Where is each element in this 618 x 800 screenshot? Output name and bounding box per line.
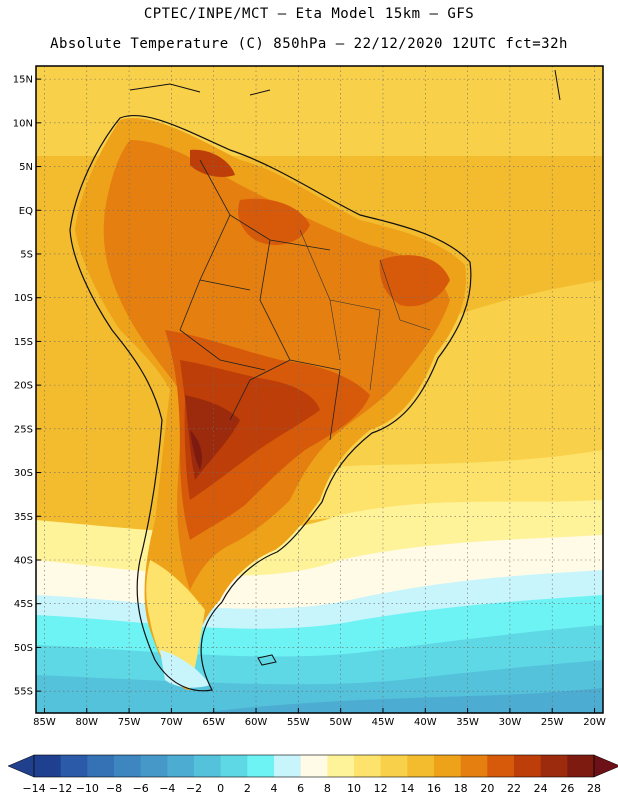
colorbar-label: 20 (480, 782, 494, 795)
land-warm-24 (180, 360, 320, 500)
lon-label: 25W (541, 717, 564, 728)
colorbar-label: 28 (587, 782, 601, 795)
colorbar-swatch (194, 755, 222, 777)
lat-label: EQ (19, 206, 33, 217)
colorbar-label: 18 (454, 782, 468, 795)
caribbean-islands (129, 69, 561, 101)
colorbar-label: 12 (374, 782, 388, 795)
colorbar-swatch (514, 755, 542, 777)
lon-label: 85W (33, 717, 56, 728)
lon-label: 30W (499, 717, 522, 728)
colorbar-swatch (60, 755, 88, 777)
atlantic-cool-tongue (330, 280, 603, 500)
colorbar-label: −12 (49, 782, 72, 795)
colorbar-swatch (34, 755, 62, 777)
lon-label: 20W (583, 717, 606, 728)
tierra-del-fuego-cool (160, 650, 210, 688)
lat-label: 55S (14, 687, 33, 698)
lon-label: 70W (160, 717, 183, 728)
colorbar-outline (33, 754, 595, 778)
colorbar-label: −4 (159, 782, 175, 795)
colorbar-label: 16 (427, 782, 441, 795)
lon-label: 65W (202, 717, 225, 728)
lat-label: 25S (14, 424, 33, 435)
lon-label: 40W (414, 717, 437, 728)
colorbar-label: 22 (507, 782, 521, 795)
patagonia-mild (146, 560, 205, 690)
colorbar-swatch (300, 755, 328, 777)
colorbar-over-arrow (593, 754, 618, 778)
colorbar-label: 14 (400, 782, 414, 795)
lat-label: 40S (14, 555, 33, 566)
lon-label: 60W (245, 717, 268, 728)
colorbar-label: 24 (534, 782, 548, 795)
lon-label: 45W (372, 717, 395, 728)
lon-label: 75W (118, 717, 141, 728)
temperature-colorbar: −14 −12 −10 −8 −6 −4 −2 0 2 4 6 8 10 12 14 16 18 20 22 24 26… (7, 754, 618, 795)
lat-label: 50S (14, 643, 33, 654)
colorbar-swatch (540, 755, 568, 777)
longitude-axis: 85W 80W 75W 70W 65W 60W 55W 50W 45W 40W 35W 30W 25W 2… (33, 708, 606, 728)
colorbar-swatch (567, 755, 595, 777)
colorbar-swatch (274, 755, 302, 777)
colorbar-label: 2 (244, 782, 251, 795)
colorbar-label: −8 (106, 782, 122, 795)
colorbar-swatch (114, 755, 142, 777)
country-borders (179, 159, 341, 441)
colorbar-label: 10 (347, 782, 361, 795)
northeast-brazil-warm (379, 255, 450, 307)
colorbar-swatch (460, 755, 488, 777)
lat-label: 5N (19, 162, 33, 173)
lon-label: 55W (287, 717, 310, 728)
colorbar-swatch (487, 755, 515, 777)
colorbar-label: −10 (76, 782, 99, 795)
lat-lon-grid (36, 66, 603, 713)
map-title-line1: CPTEC/INPE/MCT – Eta Model 15km – GFS (143, 6, 475, 22)
lat-label: 45S (14, 599, 33, 610)
coastline (69, 114, 472, 692)
brazil-state-borders (299, 229, 431, 391)
lat-label: 10S (14, 293, 33, 304)
map-frame (35, 65, 604, 714)
latitude-axis: 15N 10N 5N EQ 5S 10S 15S 20S 25S 30S 35S 40S 45S 50S 5… (13, 75, 41, 698)
colorbar-swatch (354, 755, 382, 777)
venezuela-warm (190, 149, 235, 177)
lat-label: 35S (14, 512, 33, 523)
lon-label: 50W (329, 717, 352, 728)
lat-label: 30S (14, 468, 33, 479)
temperature-map (36, 66, 603, 713)
falkland-islands (257, 654, 277, 666)
colorbar-swatch (167, 755, 195, 777)
colorbar-label: 0 (217, 782, 224, 795)
band-neg4 (200, 688, 603, 713)
lon-label: 35W (456, 717, 479, 728)
colorbar-swatch (327, 755, 355, 777)
colorbar-swatch (220, 755, 248, 777)
colorbar-label: 8 (324, 782, 331, 795)
lat-label: 20S (14, 381, 33, 392)
lat-label: 5S (20, 249, 33, 260)
map-title-line2: Absolute Temperature (C) 850hPa – 22/12/… (50, 36, 568, 52)
colorbar-swatch (380, 755, 408, 777)
colorbar-label: −2 (186, 782, 202, 795)
colorbar-swatch (407, 755, 435, 777)
lon-label: 80W (75, 717, 98, 728)
colorbar-swatch (140, 755, 168, 777)
lat-label: 15N (13, 75, 33, 86)
colorbar-label: 26 (560, 782, 574, 795)
colorbar-swatch (247, 755, 275, 777)
colorbar-label: 4 (271, 782, 278, 795)
colorbar-label: −14 (22, 782, 45, 795)
lat-label: 15S (14, 337, 33, 348)
colorbar-label: −6 (133, 782, 149, 795)
land-warm-28 (190, 430, 202, 470)
colorbar-swatch (87, 755, 115, 777)
colorbar-under-arrow (7, 754, 35, 778)
colorbar-label: 6 (297, 782, 304, 795)
lat-label: 10N (13, 118, 33, 129)
colorbar-swatch (434, 755, 462, 777)
